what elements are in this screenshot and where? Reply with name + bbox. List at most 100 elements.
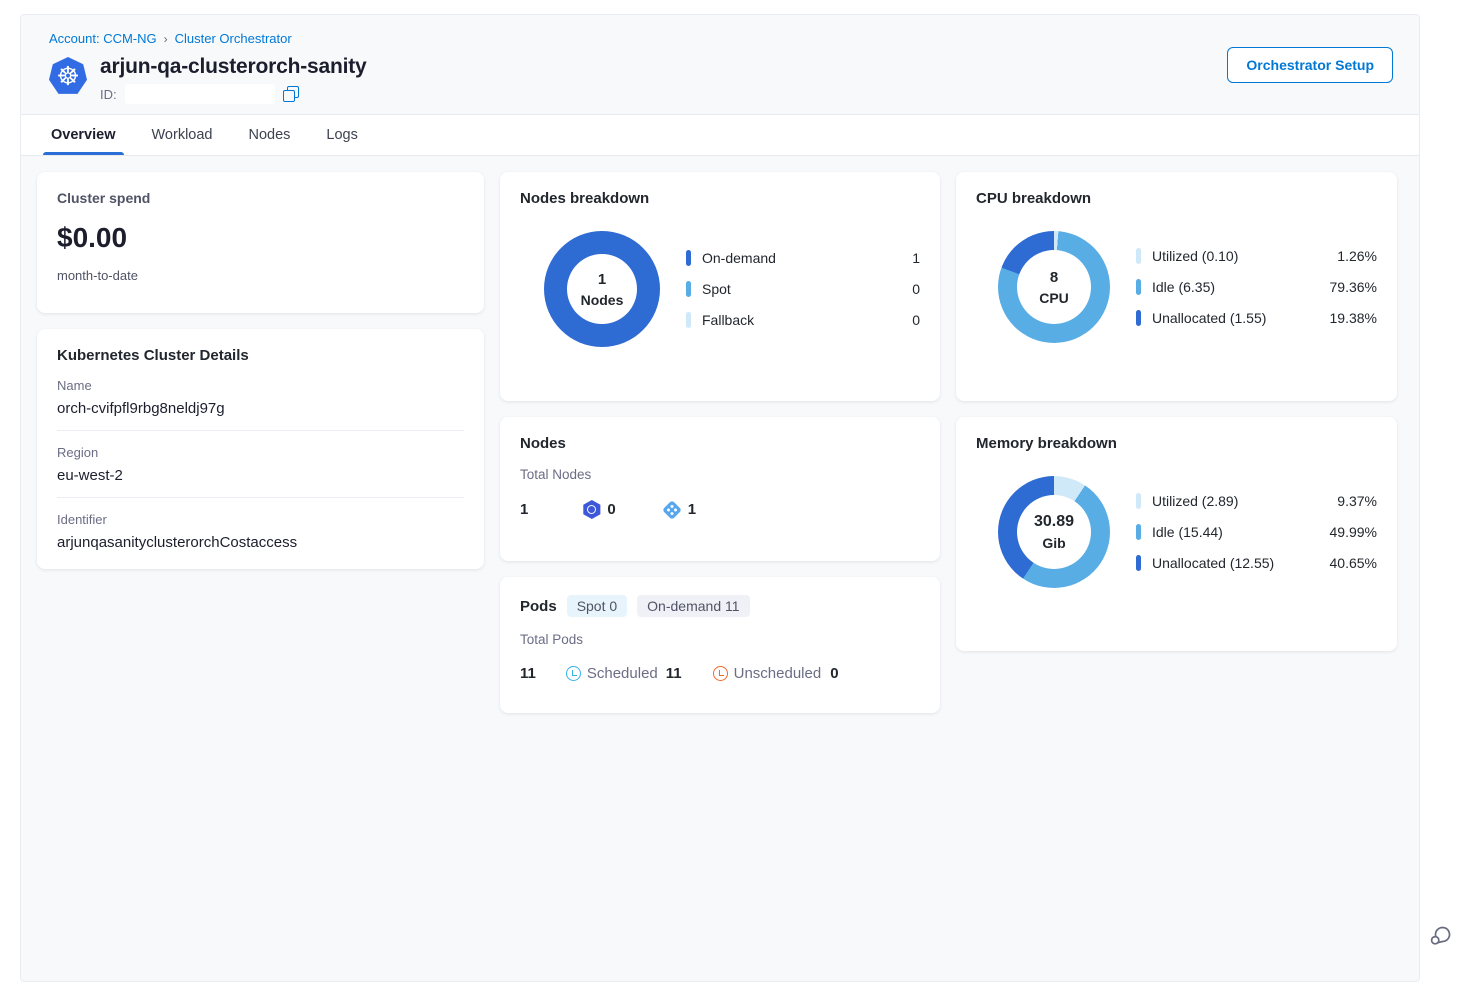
unscheduled-value: 0 bbox=[830, 665, 839, 682]
tab-bar: Overview Workload Nodes Logs bbox=[21, 114, 1419, 156]
legend-row-unallocated: Unallocated (1.55) 19.38% bbox=[1136, 310, 1377, 326]
cluster-details-card: Kubernetes Cluster Details Name orch-cvi… bbox=[37, 329, 484, 569]
field-label-name: Name bbox=[57, 378, 92, 393]
legend-row-utilized: Utilized (0.10) 1.26% bbox=[1136, 248, 1377, 264]
total-pods-label: Total Pods bbox=[520, 632, 584, 647]
field-value-name: orch-cvifpfl9rbg8neldj97g bbox=[57, 400, 225, 417]
breadcrumb-section-link[interactable]: Cluster Orchestrator bbox=[174, 31, 292, 46]
legend-value: 1 bbox=[912, 250, 920, 266]
kubernetes-icon: ☸ bbox=[49, 57, 87, 94]
memory-breakdown-title: Memory breakdown bbox=[976, 435, 1117, 452]
on-demand-node-count: 1 bbox=[687, 501, 697, 518]
scheduled-value: 11 bbox=[665, 665, 682, 682]
legend-value: 40.65% bbox=[1329, 555, 1377, 571]
page-title: arjun-qa-clusterorch-sanity bbox=[100, 55, 367, 78]
legend-label: Idle (6.35) bbox=[1152, 279, 1216, 295]
nodes-donut-chart: 1 Nodes bbox=[544, 231, 660, 347]
page-header: Account: CCM-NG › Cluster Orchestrator ☸… bbox=[21, 15, 1419, 114]
field-value-identifier: arjunqasanityclusterorchCostaccess bbox=[57, 534, 298, 551]
legend-value: 9.37% bbox=[1337, 493, 1377, 509]
legend-marker bbox=[686, 312, 691, 328]
orchestrator-setup-button[interactable]: Orchestrator Setup bbox=[1227, 47, 1393, 83]
copy-icon[interactable] bbox=[282, 86, 299, 102]
legend-marker bbox=[1136, 524, 1141, 540]
legend-row-unallocated: Unallocated (12.55) 40.65% bbox=[1136, 555, 1377, 571]
tab-workload[interactable]: Workload bbox=[151, 127, 213, 143]
cluster-id-label: ID: bbox=[100, 86, 117, 102]
cluster-spend-title: Cluster spend bbox=[57, 190, 151, 206]
scheduled-label: Scheduled bbox=[586, 665, 658, 682]
pods-on-demand-badge: On-demand 11 bbox=[637, 595, 750, 617]
nodes-title: Nodes bbox=[520, 435, 566, 452]
legend-row-on-demand: On-demand 1 bbox=[686, 250, 920, 266]
nodes-donut-center-value: 1 bbox=[597, 270, 607, 288]
divider bbox=[57, 497, 464, 498]
legend-label: Spot bbox=[702, 281, 731, 297]
legend-marker bbox=[686, 281, 691, 297]
field-value-region: eu-west-2 bbox=[57, 467, 123, 484]
breadcrumb: Account: CCM-NG › Cluster Orchestrator bbox=[49, 31, 367, 46]
memory-breakdown-card: Memory breakdown 30.89 Gib Utilized (2.8… bbox=[956, 417, 1397, 651]
cpu-breakdown-card: CPU breakdown 8 CPU Utilized (0.10) 1.26… bbox=[956, 172, 1397, 401]
memory-donut-chart: 30.89 Gib bbox=[998, 476, 1110, 588]
legend-value: 0 bbox=[912, 281, 920, 297]
legend-marker bbox=[686, 250, 691, 266]
nodes-card: Nodes Total Nodes 1 0 1 bbox=[500, 417, 940, 561]
tab-logs[interactable]: Logs bbox=[326, 127, 358, 143]
cluster-spend-card: Cluster spend $0.00 month-to-date bbox=[37, 172, 484, 313]
legend-label: Unallocated (12.55) bbox=[1152, 555, 1275, 571]
legend-label: On-demand bbox=[702, 250, 776, 266]
main-panel: Account: CCM-NG › Cluster Orchestrator ☸… bbox=[20, 14, 1420, 982]
total-nodes-label: Total Nodes bbox=[520, 467, 592, 482]
breadcrumb-account-link[interactable]: Account: CCM-NG bbox=[49, 31, 157, 46]
cpu-donut-center-value: 8 bbox=[1049, 268, 1059, 286]
unscheduled-clock-icon bbox=[712, 666, 728, 681]
unscheduled-label: Unscheduled bbox=[733, 665, 822, 682]
legend-value: 19.38% bbox=[1329, 310, 1377, 326]
legend-marker bbox=[1136, 248, 1141, 264]
tab-nodes[interactable]: Nodes bbox=[248, 127, 291, 143]
legend-value: 79.36% bbox=[1329, 279, 1377, 295]
cpu-donut-chart: 8 CPU bbox=[998, 231, 1110, 343]
cluster-id-value bbox=[124, 84, 275, 104]
field-label-identifier: Identifier bbox=[57, 512, 107, 527]
legend-row-fallback: Fallback 0 bbox=[686, 312, 920, 328]
legend-marker bbox=[1136, 310, 1141, 326]
nodes-breakdown-title: Nodes breakdown bbox=[520, 190, 650, 207]
spot-node-count: 0 bbox=[607, 501, 616, 518]
pods-spot-badge: Spot 0 bbox=[566, 595, 628, 617]
total-nodes-value: 1 bbox=[520, 501, 529, 518]
breadcrumb-separator-icon: › bbox=[163, 31, 168, 46]
legend-label: Fallback bbox=[702, 312, 755, 328]
legend-value: 0 bbox=[912, 312, 920, 328]
tab-overview[interactable]: Overview bbox=[43, 115, 123, 155]
legend-label: Utilized (2.89) bbox=[1152, 493, 1239, 509]
legend-marker bbox=[1136, 493, 1141, 509]
legend-label: Idle (15.44) bbox=[1152, 524, 1223, 540]
cpu-breakdown-title: CPU breakdown bbox=[976, 190, 1092, 207]
cluster-spend-amount: $0.00 bbox=[57, 222, 128, 253]
field-label-region: Region bbox=[57, 445, 99, 460]
legend-marker bbox=[1136, 279, 1141, 295]
chat-support-icon[interactable] bbox=[1428, 924, 1452, 948]
cluster-details-title: Kubernetes Cluster Details bbox=[57, 347, 249, 364]
divider bbox=[57, 430, 464, 431]
pods-title: Pods bbox=[520, 597, 557, 615]
legend-row-utilized: Utilized (2.89) 9.37% bbox=[1136, 493, 1377, 509]
legend-label: Unallocated (1.55) bbox=[1152, 310, 1267, 326]
memory-donut-center-value: 30.89 bbox=[1033, 513, 1075, 530]
legend-value: 49.99% bbox=[1329, 524, 1377, 540]
nodes-donut-center-label: Nodes bbox=[580, 291, 624, 308]
total-pods-value: 11 bbox=[520, 665, 536, 682]
scheduled-clock-icon bbox=[565, 666, 581, 681]
legend-value: 1.26% bbox=[1337, 248, 1377, 264]
cpu-donut-center-label: CPU bbox=[1039, 289, 1069, 306]
memory-donut-center-label: Gib bbox=[1042, 535, 1066, 551]
on-demand-node-icon bbox=[661, 499, 682, 520]
legend-row-idle: Idle (15.44) 49.99% bbox=[1136, 524, 1377, 540]
legend-row-spot: Spot 0 bbox=[686, 281, 920, 297]
legend-label: Utilized (0.10) bbox=[1152, 248, 1239, 264]
legend-marker bbox=[1136, 555, 1141, 571]
legend-row-idle: Idle (6.35) 79.36% bbox=[1136, 279, 1377, 295]
pods-card: Pods Spot 0 On-demand 11 Total Pods 11 S… bbox=[500, 577, 940, 713]
